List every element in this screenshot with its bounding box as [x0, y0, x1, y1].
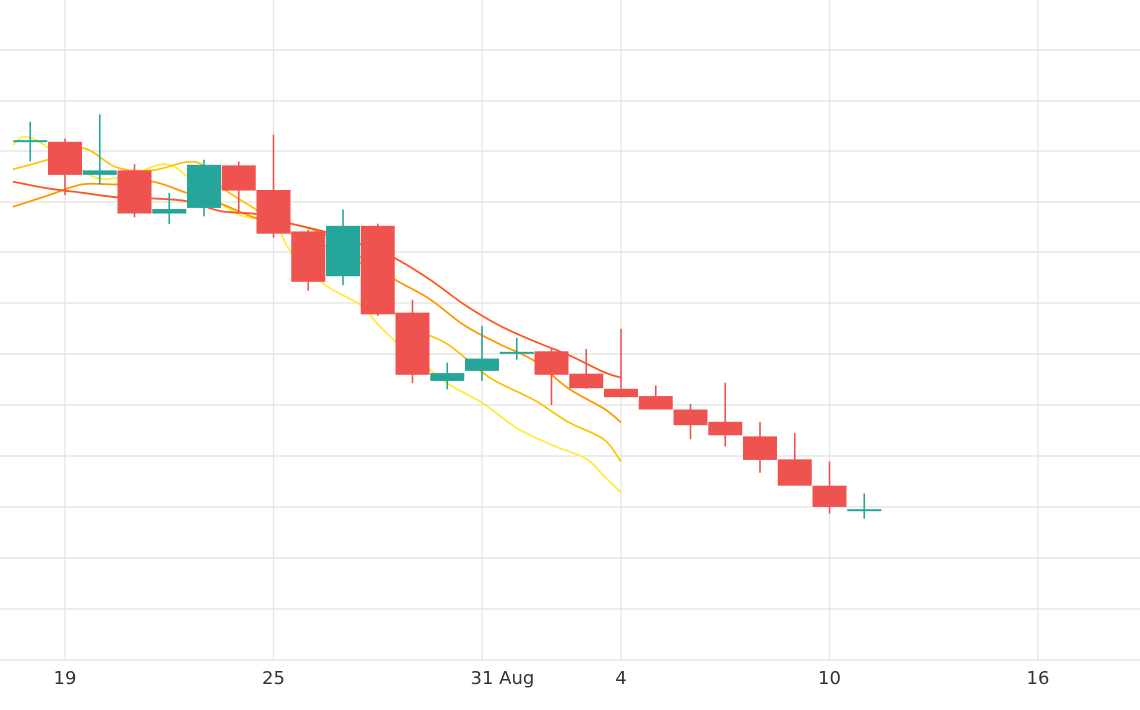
candle: [291, 229, 326, 291]
candle-body-down: [604, 388, 638, 398]
candle: [812, 461, 847, 514]
candle-body-down: [291, 231, 326, 282]
moving-average-line: [12, 180, 622, 379]
x-tick-label: 25: [262, 668, 285, 689]
candle-body-down: [534, 351, 569, 375]
candle-body-down: [708, 421, 743, 436]
x-axis: 19 25 31 Aug 4 10 16: [54, 668, 1050, 689]
candle: [48, 138, 82, 196]
candle: [187, 159, 221, 217]
candle-body-down: [812, 485, 847, 507]
candle-body-down: [673, 409, 708, 426]
x-tick-label: 4: [615, 668, 626, 689]
candle: [256, 134, 291, 238]
candle-body-up: [187, 164, 221, 208]
moving-average-line: [12, 147, 622, 463]
candle: [604, 328, 638, 398]
candle: [847, 493, 882, 519]
x-tick-label: Aug: [499, 668, 534, 689]
candle-body-up: [465, 358, 499, 371]
moving-average-lines: [12, 135, 622, 494]
candle-body-up: [13, 140, 48, 143]
candle-body-down: [221, 165, 256, 191]
candle-body-up: [82, 170, 117, 175]
grid: [0, 0, 1140, 661]
candle-body-down: [117, 170, 152, 214]
candle: [465, 326, 499, 381]
candle: [743, 421, 777, 473]
candle-body-up: [847, 509, 882, 512]
candle-body-down: [360, 225, 395, 315]
candle-body-up: [152, 209, 187, 214]
candle: [673, 403, 708, 440]
x-tick-label: 19: [54, 668, 77, 689]
candle: [221, 161, 256, 212]
x-tick-label: 31: [471, 668, 494, 689]
candles: [13, 114, 882, 519]
candle-body-down: [743, 436, 777, 460]
moving-average-line: [12, 180, 622, 424]
candle-body-up: [430, 373, 465, 381]
candle-body-down: [48, 141, 82, 175]
candle: [708, 382, 743, 447]
candle-body-down: [256, 190, 291, 234]
candle: [117, 164, 152, 218]
candle-body-down: [395, 312, 430, 375]
candle: [534, 347, 569, 406]
x-tick-label: 10: [818, 668, 841, 689]
x-tick-label: 16: [1027, 668, 1050, 689]
candle: [777, 433, 812, 486]
candle-body-down: [777, 459, 812, 486]
candle: [395, 299, 430, 384]
candle: [499, 337, 534, 360]
candle-body-up: [499, 351, 534, 354]
candle-body-up: [326, 225, 360, 277]
candle: [360, 223, 395, 316]
candle: [152, 192, 187, 225]
candle-body-down: [569, 373, 604, 389]
candle: [569, 349, 604, 389]
candle: [638, 385, 673, 410]
candle: [326, 209, 360, 286]
candle: [13, 121, 48, 162]
moving-average-line: [12, 135, 622, 494]
candle: [82, 114, 117, 185]
candle: [430, 362, 465, 390]
candle-body-down: [638, 396, 673, 410]
